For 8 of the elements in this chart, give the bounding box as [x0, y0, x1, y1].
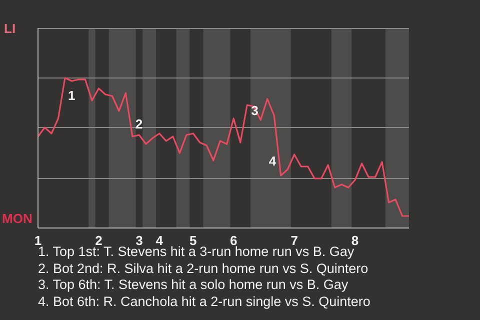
text: LI	[4, 21, 16, 36]
annotation: 4	[268, 154, 277, 168]
text: MON	[2, 211, 32, 226]
text: 2. Bot 2nd: R. Silva hit a 2-run home run vs S. Quintero	[38, 260, 370, 277]
text: 4. Bot 6th: R. Canchola hit a 2-run single vs S. Quintero	[38, 294, 370, 310]
annotation: 1	[68, 88, 76, 103]
text: 3. Top 6th: T. Stevens hit a solo home run vs B. Gay	[38, 277, 350, 294]
annotation: 2	[135, 116, 143, 132]
